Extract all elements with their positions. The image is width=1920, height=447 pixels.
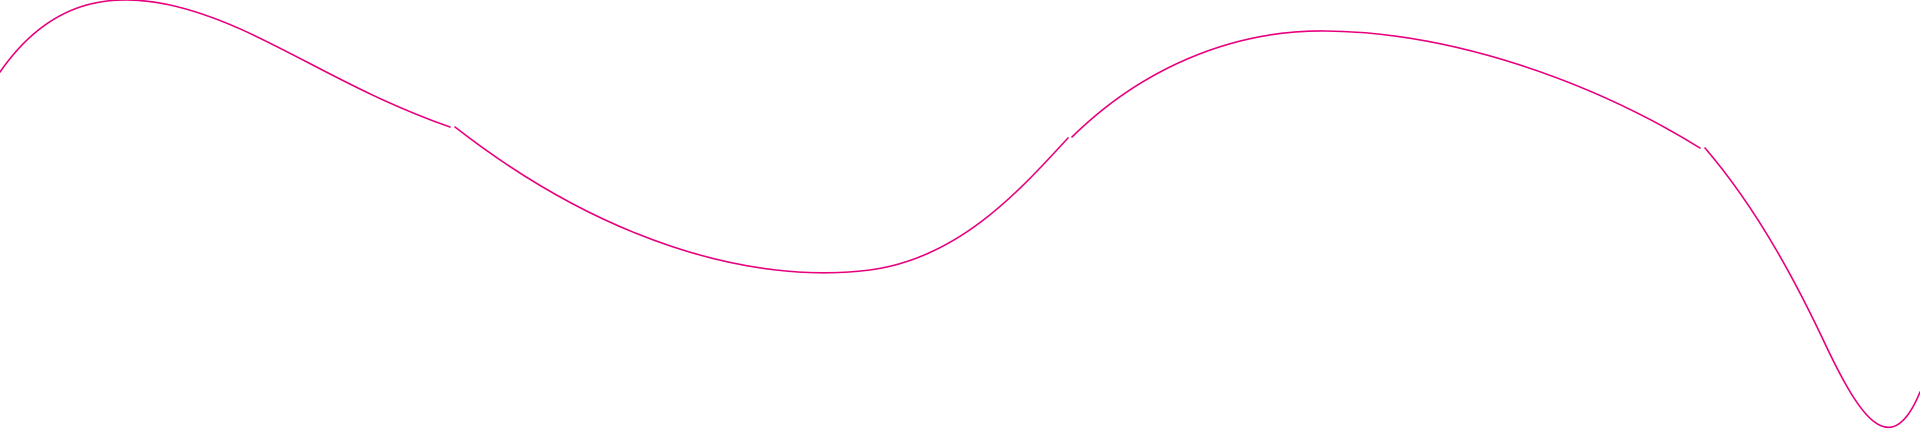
wave-segment-4 <box>1704 147 1920 429</box>
wave-segment-2 <box>454 126 1069 274</box>
wave-segment-3 <box>1071 30 1701 149</box>
wave-segment-1 <box>0 0 451 128</box>
